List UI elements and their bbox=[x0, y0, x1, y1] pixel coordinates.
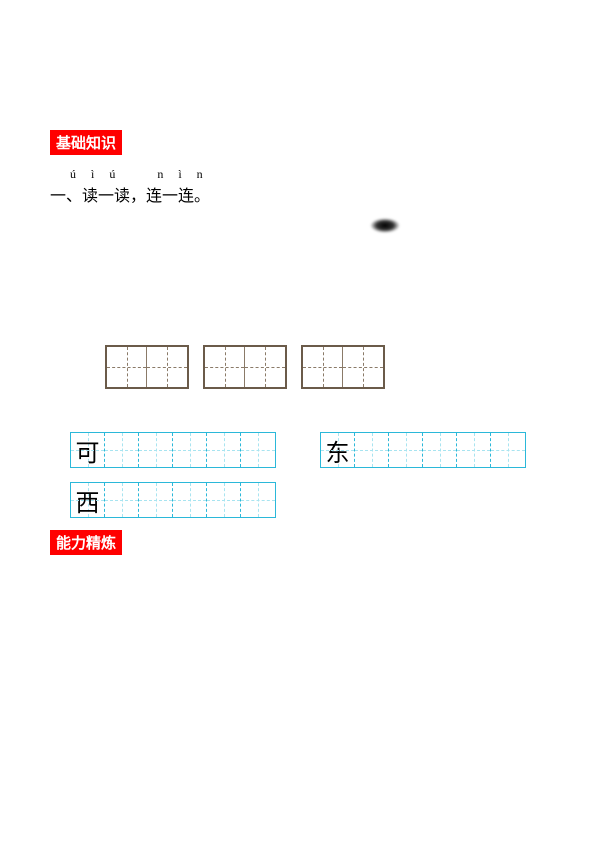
ink-smudge bbox=[370, 218, 400, 233]
q1-pinyin: ú ì ú n ì n bbox=[0, 165, 595, 182]
cyan-strip-xi: 西 bbox=[70, 482, 276, 518]
q1-block: ú ì ú n ì n 一、读一读，连一连。 bbox=[0, 165, 595, 206]
brown-box-pair bbox=[105, 345, 189, 389]
cyan-cell-first: 西 bbox=[71, 483, 105, 517]
cyan-cell bbox=[355, 433, 389, 467]
cyan-cell bbox=[105, 483, 139, 517]
cyan-cell bbox=[105, 433, 139, 467]
brown-box-pair bbox=[301, 345, 385, 389]
char-dong: 东 bbox=[321, 433, 354, 467]
brown-cell bbox=[147, 347, 187, 387]
brown-cell bbox=[205, 347, 245, 387]
section-header-basics: 基础知识 bbox=[50, 130, 122, 155]
cyan-cell bbox=[423, 433, 457, 467]
cyan-cell bbox=[241, 433, 275, 467]
cyan-cell bbox=[139, 433, 173, 467]
cyan-cell bbox=[207, 433, 241, 467]
brown-cell bbox=[303, 347, 343, 387]
brown-cell bbox=[343, 347, 383, 387]
char-ke: 可 bbox=[71, 433, 104, 467]
cyan-cell-first: 东 bbox=[321, 433, 355, 467]
cyan-cell bbox=[389, 433, 423, 467]
brown-box-pair bbox=[203, 345, 287, 389]
cyan-cell bbox=[241, 483, 275, 517]
cyan-cell bbox=[173, 433, 207, 467]
cyan-cell bbox=[491, 433, 525, 467]
cyan-strip-dong: 东 bbox=[320, 432, 526, 468]
cyan-cell bbox=[173, 483, 207, 517]
brown-cell bbox=[107, 347, 147, 387]
cyan-strip-ke: 可 bbox=[70, 432, 276, 468]
char-xi: 西 bbox=[71, 483, 104, 517]
cyan-cell bbox=[207, 483, 241, 517]
q1-text: 一、读一读，连一连。 bbox=[0, 182, 595, 206]
brown-cell bbox=[245, 347, 285, 387]
brown-tianzige-row bbox=[105, 345, 385, 389]
section-header-practice: 能力精炼 bbox=[50, 530, 122, 555]
cyan-cell bbox=[457, 433, 491, 467]
cyan-cell-first: 可 bbox=[71, 433, 105, 467]
cyan-cell bbox=[139, 483, 173, 517]
